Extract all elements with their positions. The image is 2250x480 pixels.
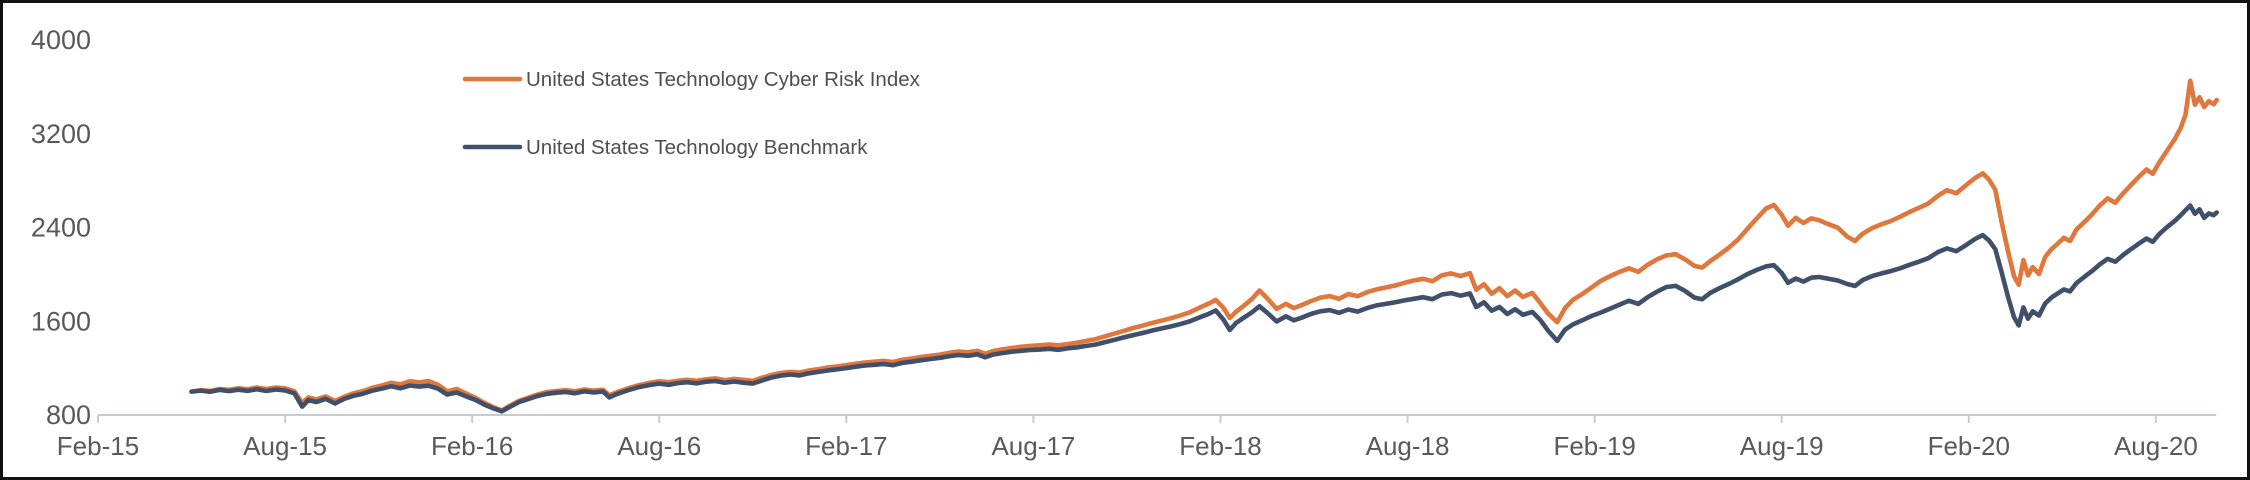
x-axis-tick-label: Aug-19 <box>1740 431 1824 461</box>
benchmark-series-line <box>189 203 2219 414</box>
x-axis-tick-label: Feb-17 <box>805 431 887 461</box>
x-axis-tick-label: Aug-18 <box>1366 431 1450 461</box>
x-axis-tick-label: Aug-17 <box>991 431 1075 461</box>
x-axis-tick-label: Aug-20 <box>2114 431 2198 461</box>
x-axis-tick-label: Aug-15 <box>243 431 327 461</box>
legend-item-benchmark-label: United States Technology Benchmark <box>526 136 868 159</box>
x-axis-tick-label: Feb-19 <box>1553 431 1635 461</box>
y-axis-tick-label: 3200 <box>31 119 91 149</box>
x-axis-tick-label: Feb-16 <box>431 431 513 461</box>
y-axis-tick-label: 800 <box>46 400 91 430</box>
x-axis-tick-label: Feb-20 <box>1928 431 2010 461</box>
legend-item-cri-label: United States Technology Cyber Risk Inde… <box>526 68 921 91</box>
y-axis-tick-label: 4000 <box>31 25 91 55</box>
y-axis-tick-label: 1600 <box>31 306 91 336</box>
x-axis-tick-label: Feb-15 <box>57 431 139 461</box>
x-axis-tick-label: Aug-16 <box>617 431 701 461</box>
y-axis-tick-label: 2400 <box>31 213 91 243</box>
cri-series-line <box>189 78 2219 413</box>
line-chart: Feb-15 Aug-15 Feb-16 Aug-16 Feb-17 Aug-17 Feb-… <box>31 25 2219 461</box>
x-axis-tick-label: Feb-18 <box>1179 431 1261 461</box>
